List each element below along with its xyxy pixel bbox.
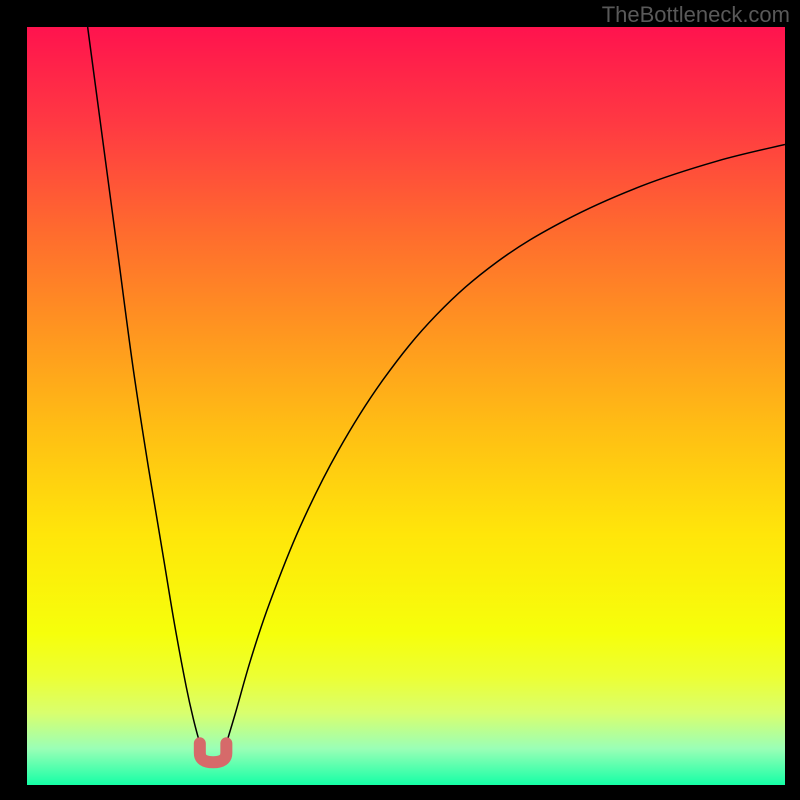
gradient-background [27,27,785,785]
bottleneck-curve-chart [27,27,785,785]
plot-area [27,27,785,785]
chart-container: TheBottleneck.com [0,0,800,800]
watermark-text: TheBottleneck.com [602,2,790,28]
